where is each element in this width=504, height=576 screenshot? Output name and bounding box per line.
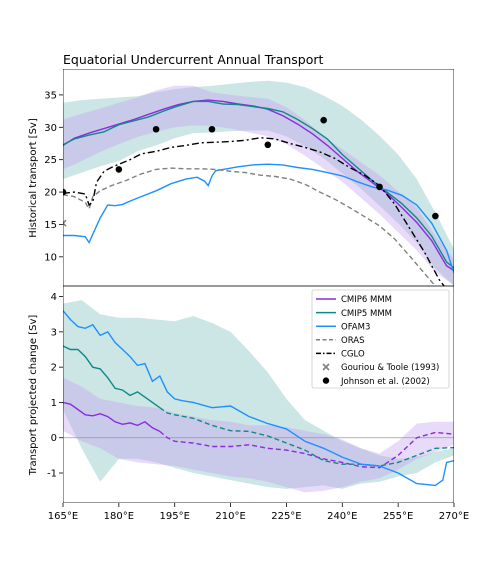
legend-label: OFAM3 bbox=[341, 322, 370, 332]
bottom-uncertainty-bands bbox=[63, 300, 454, 493]
series-line-cmip6-mmm bbox=[63, 401, 161, 433]
bottom-series-lines bbox=[63, 310, 454, 487]
y-tick-label: 15 bbox=[44, 220, 57, 231]
series-line-cmip5-mmm bbox=[63, 345, 161, 409]
x-tick-label: 195°E bbox=[160, 511, 190, 522]
series-line-oras bbox=[63, 167, 437, 286]
band-cmip5-mmm bbox=[63, 80, 454, 286]
legend-item: CMIP6 MMM bbox=[316, 295, 392, 305]
y-tick-label: 10 bbox=[44, 252, 57, 263]
legend-item: Johnson et al. (2002) bbox=[322, 377, 430, 387]
x-tick-label: 225°E bbox=[271, 511, 301, 522]
observation-point-johnson bbox=[63, 188, 67, 196]
y-tick-label: 0 bbox=[51, 433, 57, 444]
observation-point-johnson bbox=[115, 166, 123, 173]
legend-item: Gouriou & Toole (1993) bbox=[322, 363, 439, 373]
band-cmip6-mmm bbox=[63, 377, 454, 493]
x-tick-label: 270°E bbox=[439, 511, 469, 522]
legend-item: CMIP5 MMM bbox=[316, 309, 392, 319]
legend: CMIP6 MMM CMIP5 MMM OFAM3 ORAS CGLO Gouriou &… bbox=[311, 289, 450, 389]
legend-label: Johnson et al. (2002) bbox=[340, 377, 430, 387]
observation-point-gouriou bbox=[63, 219, 67, 227]
legend-item: CGLO bbox=[316, 350, 365, 360]
legend-swatch bbox=[322, 363, 330, 371]
x-tick-label: 240°E bbox=[327, 511, 357, 522]
x-tick-label: 255°E bbox=[383, 511, 413, 522]
series-line-cmip5-mmm-dashed bbox=[159, 407, 454, 467]
series-line-cmip5-mmm bbox=[63, 100, 454, 269]
top-uncertainty-bands bbox=[63, 80, 454, 286]
observation-point-johnson bbox=[152, 125, 160, 133]
legend-item: OFAM3 bbox=[316, 322, 370, 332]
y-tick-label: 25 bbox=[44, 155, 57, 166]
observation-point-johnson bbox=[264, 141, 272, 149]
chart-title: Equatorial Undercurrent Annual Transport bbox=[63, 52, 323, 67]
top-y-ticks: 10 15 20 25 30 35 bbox=[44, 90, 63, 263]
legend-label: CMIP5 MMM bbox=[341, 309, 392, 319]
x-tick-label: 210°E bbox=[215, 511, 245, 522]
bottom-x-ticks: 165°E 180°E 195°E 210°E 225°E 240°E 255°E 270°E bbox=[48, 503, 469, 522]
band-cmip5-mmm bbox=[63, 300, 454, 489]
legend-label: CMIP6 MMM bbox=[341, 295, 392, 305]
legend-label: Gouriou & Toole (1993) bbox=[341, 363, 439, 373]
observation-point-johnson bbox=[376, 183, 383, 191]
y-tick-label: -1 bbox=[47, 469, 57, 480]
bottom-y-ticks: -1 0 1 2 3 4 bbox=[47, 292, 63, 480]
series-line-cglo bbox=[63, 136, 445, 286]
legend-box bbox=[311, 289, 450, 389]
legend-label: CGLO bbox=[341, 350, 365, 360]
x-tick-label: 165°E bbox=[48, 511, 78, 522]
top-series-lines bbox=[63, 99, 454, 286]
y-tick-label: 20 bbox=[44, 188, 57, 199]
bottom-y-axis-label: Transport projected change [Sv] bbox=[28, 315, 39, 477]
y-tick-label: 35 bbox=[44, 90, 57, 101]
y-tick-label: 3 bbox=[51, 327, 57, 338]
y-tick-label: 2 bbox=[51, 363, 57, 374]
legend-swatch bbox=[322, 377, 330, 384]
observation-point-johnson bbox=[432, 212, 439, 220]
y-tick-label: 4 bbox=[51, 292, 57, 303]
top-y-axis-label: Historical transport [Sv] bbox=[28, 118, 39, 238]
legend-item: ORAS bbox=[316, 336, 364, 346]
y-tick-label: 1 bbox=[51, 398, 57, 409]
observation-point-johnson bbox=[320, 116, 327, 124]
top-plot-area bbox=[63, 69, 454, 286]
series-line-ofam3 bbox=[63, 310, 454, 487]
bottom-plot-area bbox=[63, 286, 454, 503]
legend-label: ORAS bbox=[341, 336, 364, 346]
observation-point-johnson bbox=[208, 125, 216, 133]
series-line-cmip6-mmm-dashed bbox=[159, 430, 454, 469]
x-tick-label: 180°E bbox=[104, 511, 134, 522]
top-observation-markers bbox=[63, 116, 439, 227]
y-tick-label: 30 bbox=[44, 123, 57, 134]
series-line-ofam3 bbox=[63, 163, 454, 274]
